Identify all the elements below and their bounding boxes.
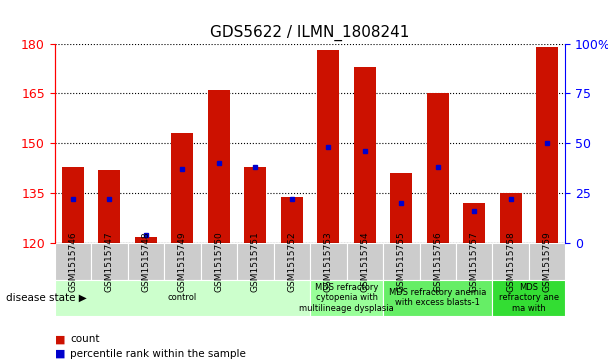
Bar [274, 243, 310, 280]
Text: GSM1515755: GSM1515755 [397, 231, 406, 292]
Title: GDS5622 / ILMN_1808241: GDS5622 / ILMN_1808241 [210, 25, 410, 41]
Bar [171, 133, 193, 243]
Text: GSM1515753: GSM1515753 [324, 231, 333, 292]
Bar [281, 197, 303, 243]
Bar [237, 243, 274, 280]
Bar [354, 67, 376, 243]
Bar [135, 237, 157, 243]
Bar [55, 280, 310, 316]
Text: GSM1515756: GSM1515756 [434, 231, 442, 292]
Bar [244, 167, 266, 243]
Text: GSM1515751: GSM1515751 [251, 231, 260, 292]
Bar [55, 243, 91, 280]
Text: GSM1515758: GSM1515758 [506, 231, 515, 292]
Text: percentile rank within the sample: percentile rank within the sample [70, 349, 246, 359]
Bar [201, 243, 237, 280]
Bar [492, 280, 565, 316]
Bar [91, 243, 128, 280]
Bar [456, 243, 492, 280]
Bar [529, 243, 565, 280]
Text: GSM1515749: GSM1515749 [178, 231, 187, 292]
Text: MDS
refractory ane
ma with: MDS refractory ane ma with [499, 283, 559, 313]
Bar [492, 243, 529, 280]
Text: ■: ■ [55, 334, 65, 344]
Bar [164, 243, 201, 280]
Bar [536, 47, 558, 243]
Bar [383, 280, 492, 316]
Bar [347, 243, 383, 280]
Text: GSM1515757: GSM1515757 [470, 231, 478, 292]
Bar [317, 50, 339, 243]
Bar [383, 243, 420, 280]
Text: MDS refractory anemia
with excess blasts-1: MDS refractory anemia with excess blasts… [389, 288, 486, 307]
Text: GSM1515752: GSM1515752 [288, 231, 296, 292]
Bar [420, 243, 456, 280]
Text: GSM1515754: GSM1515754 [361, 231, 369, 292]
Bar [98, 170, 120, 243]
Text: GSM1515750: GSM1515750 [215, 231, 223, 292]
Bar [310, 280, 383, 316]
Bar [427, 93, 449, 243]
Bar [62, 167, 84, 243]
Text: count: count [70, 334, 100, 344]
Text: GSM1515748: GSM1515748 [142, 231, 150, 292]
Text: GSM1515747: GSM1515747 [105, 231, 114, 292]
Text: disease state ▶: disease state ▶ [6, 293, 87, 303]
Text: control: control [168, 293, 197, 302]
Bar [128, 243, 164, 280]
Bar [310, 243, 347, 280]
Text: ■: ■ [55, 349, 65, 359]
Text: GSM1515759: GSM1515759 [543, 231, 551, 292]
Bar [463, 203, 485, 243]
Bar [208, 90, 230, 243]
Text: GSM1515746: GSM1515746 [69, 231, 77, 292]
Bar [390, 173, 412, 243]
Bar [500, 193, 522, 243]
Text: MDS refractory
cytopenia with
multilineage dysplasia: MDS refractory cytopenia with multilinea… [299, 283, 394, 313]
